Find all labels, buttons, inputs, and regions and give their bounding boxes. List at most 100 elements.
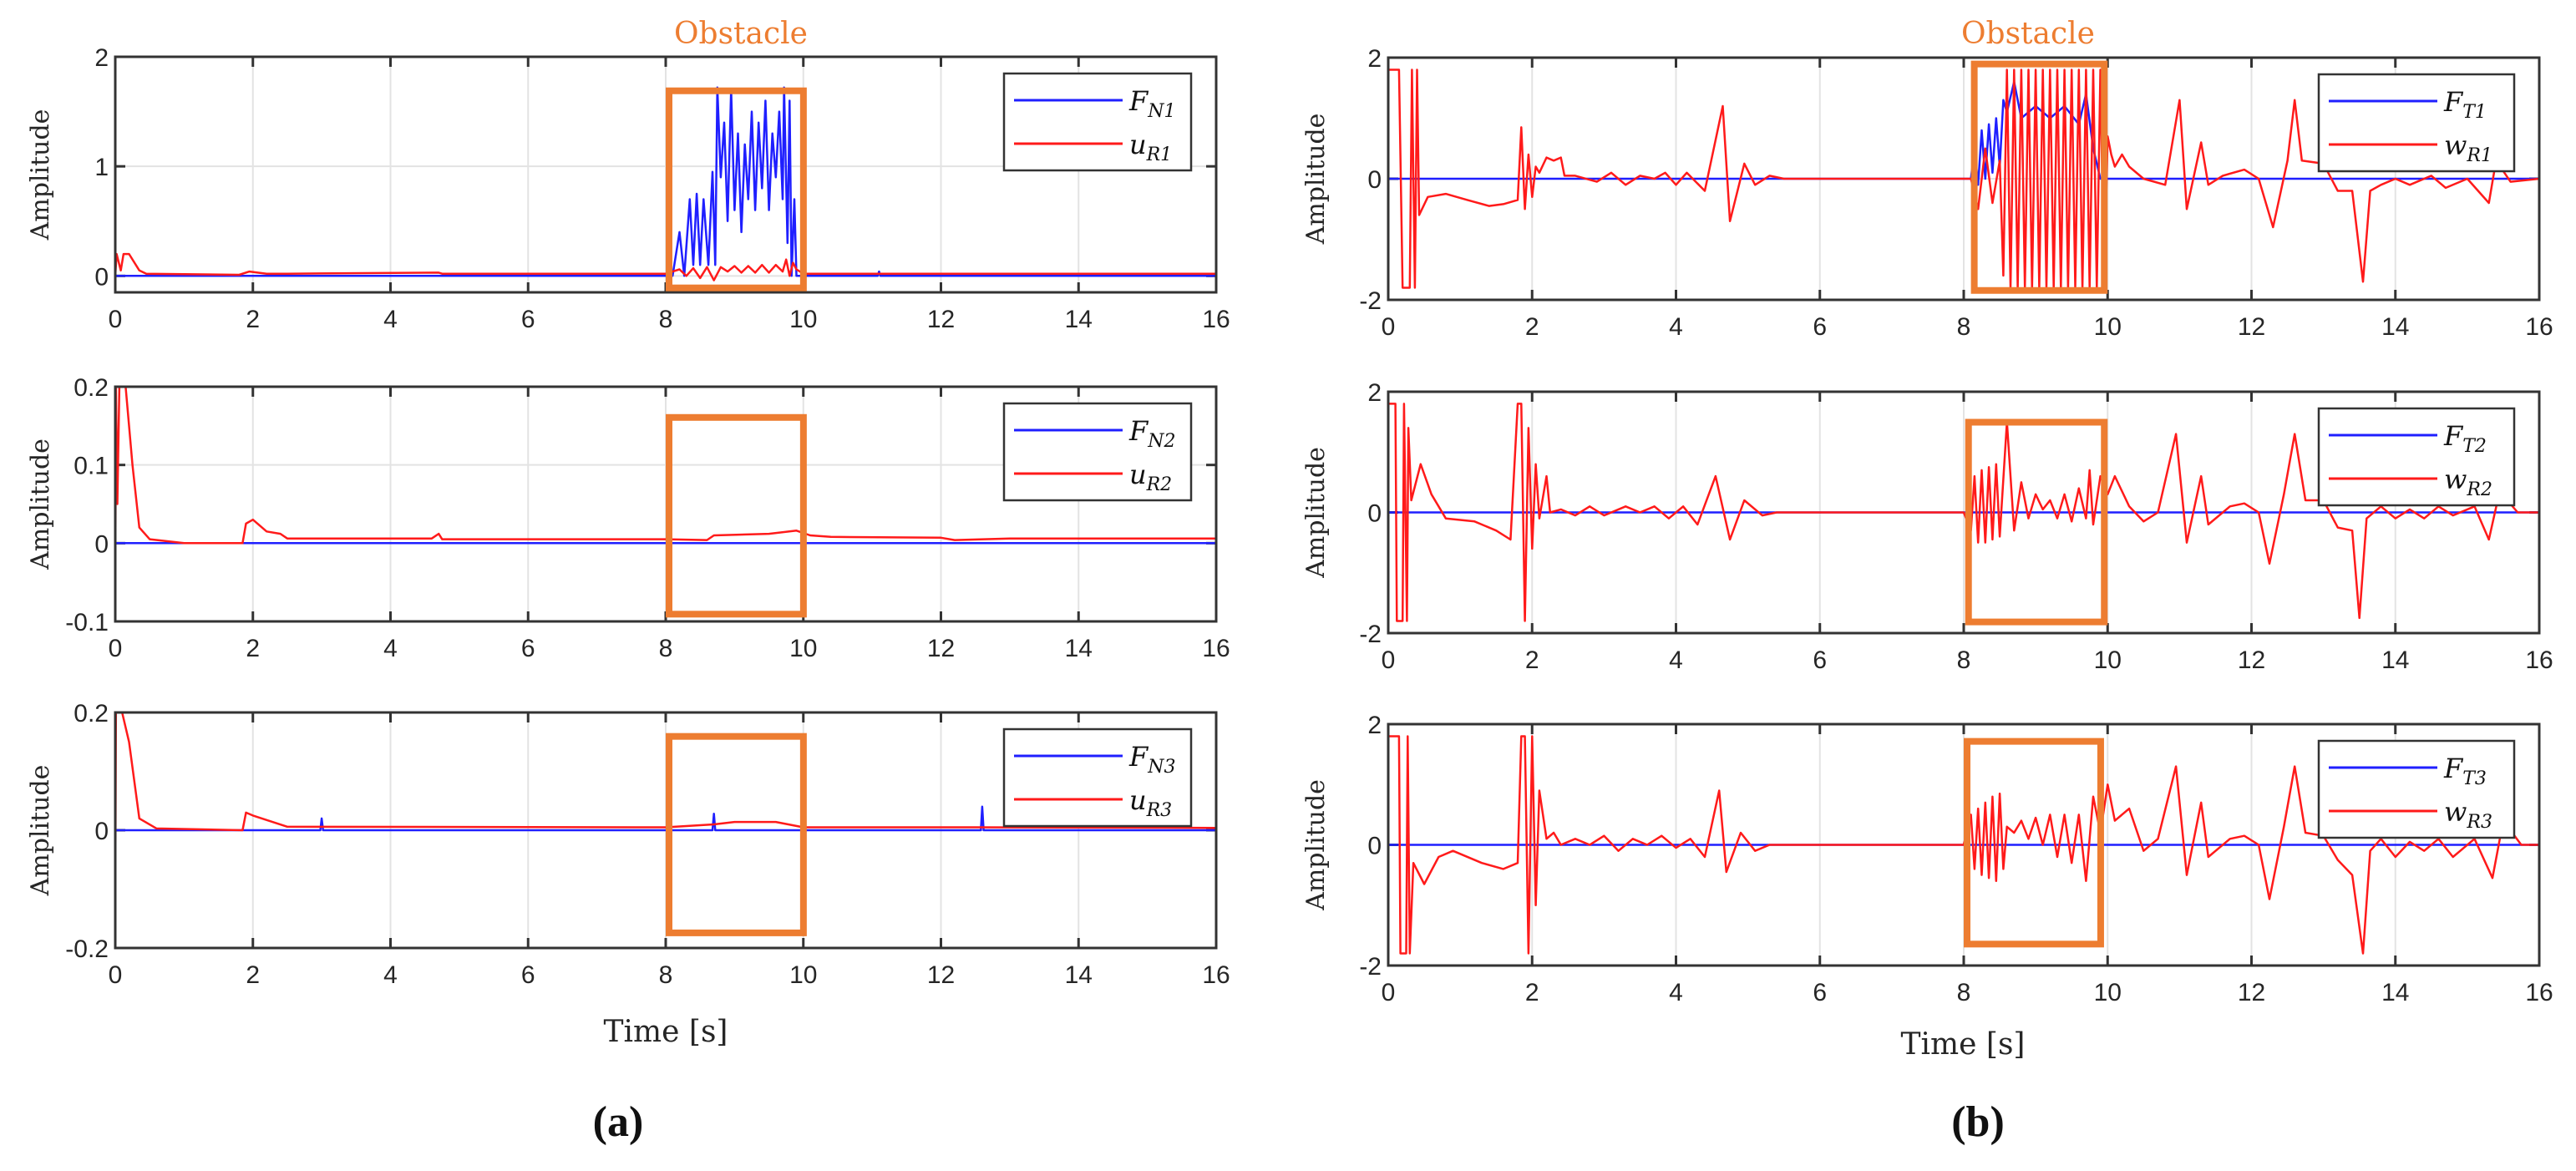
obstacle-box	[1965, 418, 2108, 626]
series-line-w-r3	[1388, 735, 2539, 955]
legend-entry: FT1	[2443, 86, 2487, 123]
y-tick-label: -0.1	[65, 609, 109, 636]
y-axis-label: Amplitude	[1301, 779, 1331, 911]
obstacle-box	[1970, 60, 2108, 294]
x-tick-label: 8	[1957, 979, 1971, 1006]
legend-entry: uR2	[1129, 459, 1172, 495]
y-tick-label: 2	[1367, 379, 1382, 407]
x-tick-label: 16	[1202, 306, 1230, 333]
legend-entry: wR3	[2444, 796, 2492, 833]
legend-symbol: F	[2443, 420, 2464, 452]
legend: FT1 wR1	[2317, 73, 2516, 173]
x-tick-label: 10	[2094, 646, 2122, 674]
obstacle-box	[666, 87, 807, 291]
legend-entry: FN1	[1128, 85, 1175, 122]
legend: FT3 wR3	[2317, 739, 2516, 839]
y-tick-label: 0	[1367, 166, 1382, 194]
x-tick-label: 16	[2525, 979, 2553, 1006]
y-tick-label: 0.2	[74, 374, 109, 402]
legend-box	[1002, 402, 1193, 502]
legend-subscript: N2	[1147, 431, 1175, 452]
x-tick-label: 10	[789, 635, 817, 662]
y-tick-label: 0	[94, 530, 109, 558]
x-tick-label: 0	[1382, 979, 1396, 1006]
x-tick-label: 14	[1065, 635, 1093, 662]
legend-subscript: R1	[2466, 145, 2492, 166]
legend-subscript: R2	[1146, 474, 1173, 495]
x-tick-label: 2	[246, 306, 260, 333]
obstacle-box	[666, 413, 807, 618]
legend-subscript: T1	[2462, 102, 2487, 123]
x-tick-label: 12	[927, 961, 955, 989]
legend-entry: uR1	[1129, 129, 1172, 165]
series-line-w-r2	[1388, 403, 2539, 622]
x-tick-label: 16	[1202, 961, 1230, 989]
legend-entry: FN2	[1128, 415, 1175, 452]
x-tick-label: 2	[246, 961, 260, 989]
legend-box	[2317, 739, 2516, 839]
x-tick-label: 4	[1669, 979, 1683, 1006]
y-tick-label: 0	[1367, 500, 1382, 528]
x-axis-label-a: Time [s]	[604, 1015, 728, 1049]
x-tick-label: 2	[1525, 313, 1539, 341]
x-tick-label: 12	[927, 306, 955, 333]
x-tick-label: 14	[2381, 313, 2409, 341]
y-tick-label: 2	[94, 44, 109, 72]
obstacle-box	[666, 733, 807, 936]
x-tick-label: 14	[2381, 979, 2409, 1006]
legend-symbol: F	[1128, 415, 1149, 447]
y-axis-label: Amplitude	[26, 438, 55, 570]
legend-entry: FT3	[2443, 753, 2487, 789]
x-tick-label: 0	[109, 961, 123, 989]
y-tick-label: 0.2	[74, 700, 109, 727]
series-line-f-t1	[1388, 80, 2539, 186]
x-tick-label: 16	[2525, 313, 2553, 341]
x-tick-label: 0	[1382, 646, 1396, 674]
legend-subscript: T3	[2462, 768, 2487, 789]
x-tick-label: 8	[659, 961, 673, 989]
x-tick-label: 2	[1525, 979, 1539, 1006]
axes-box	[1387, 390, 2541, 635]
y-tick-label: 1	[94, 154, 109, 181]
series-line-u-r1	[115, 252, 1216, 281]
x-tick-label: 8	[1957, 313, 1971, 341]
legend-symbol: u	[1129, 459, 1147, 490]
legend-subscript: R1	[1146, 144, 1173, 165]
y-tick-label: 0.1	[74, 453, 109, 480]
panel-label-a: (a)	[593, 1098, 644, 1146]
x-tick-label: 8	[1957, 646, 1971, 674]
x-tick-label: 16	[2525, 646, 2553, 674]
legend-symbol: F	[2443, 86, 2464, 118]
x-tick-label: 14	[1065, 961, 1093, 989]
obstacle-label-a: Obstacle	[674, 17, 808, 51]
y-axis-label: Amplitude	[1301, 447, 1331, 579]
x-tick-label: 10	[2094, 313, 2122, 341]
legend-subscript: N3	[1147, 757, 1175, 778]
x-tick-label: 6	[521, 961, 535, 989]
legend-symbol: w	[2444, 796, 2467, 828]
x-tick-label: 6	[1813, 313, 1827, 341]
axes-box	[114, 711, 1218, 950]
x-tick-label: 10	[2094, 979, 2122, 1006]
legend-subscript: N1	[1147, 101, 1175, 122]
legend: FT2 wR2	[2317, 407, 2516, 507]
x-tick-label: 12	[927, 635, 955, 662]
legend-box	[2317, 73, 2516, 173]
x-tick-label: 4	[1669, 313, 1683, 341]
axes-box	[114, 385, 1218, 623]
legend-entry: wR2	[2444, 464, 2492, 500]
panel-label-b: (b)	[1951, 1098, 2005, 1146]
y-tick-label: -2	[1359, 287, 1382, 315]
x-tick-label: 4	[383, 635, 398, 662]
x-axis-label-b: Time [s]	[1901, 1027, 2026, 1062]
series-line-f-n3	[115, 805, 1216, 832]
legend-subscript: R3	[1146, 800, 1173, 821]
x-tick-label: 10	[789, 306, 817, 333]
